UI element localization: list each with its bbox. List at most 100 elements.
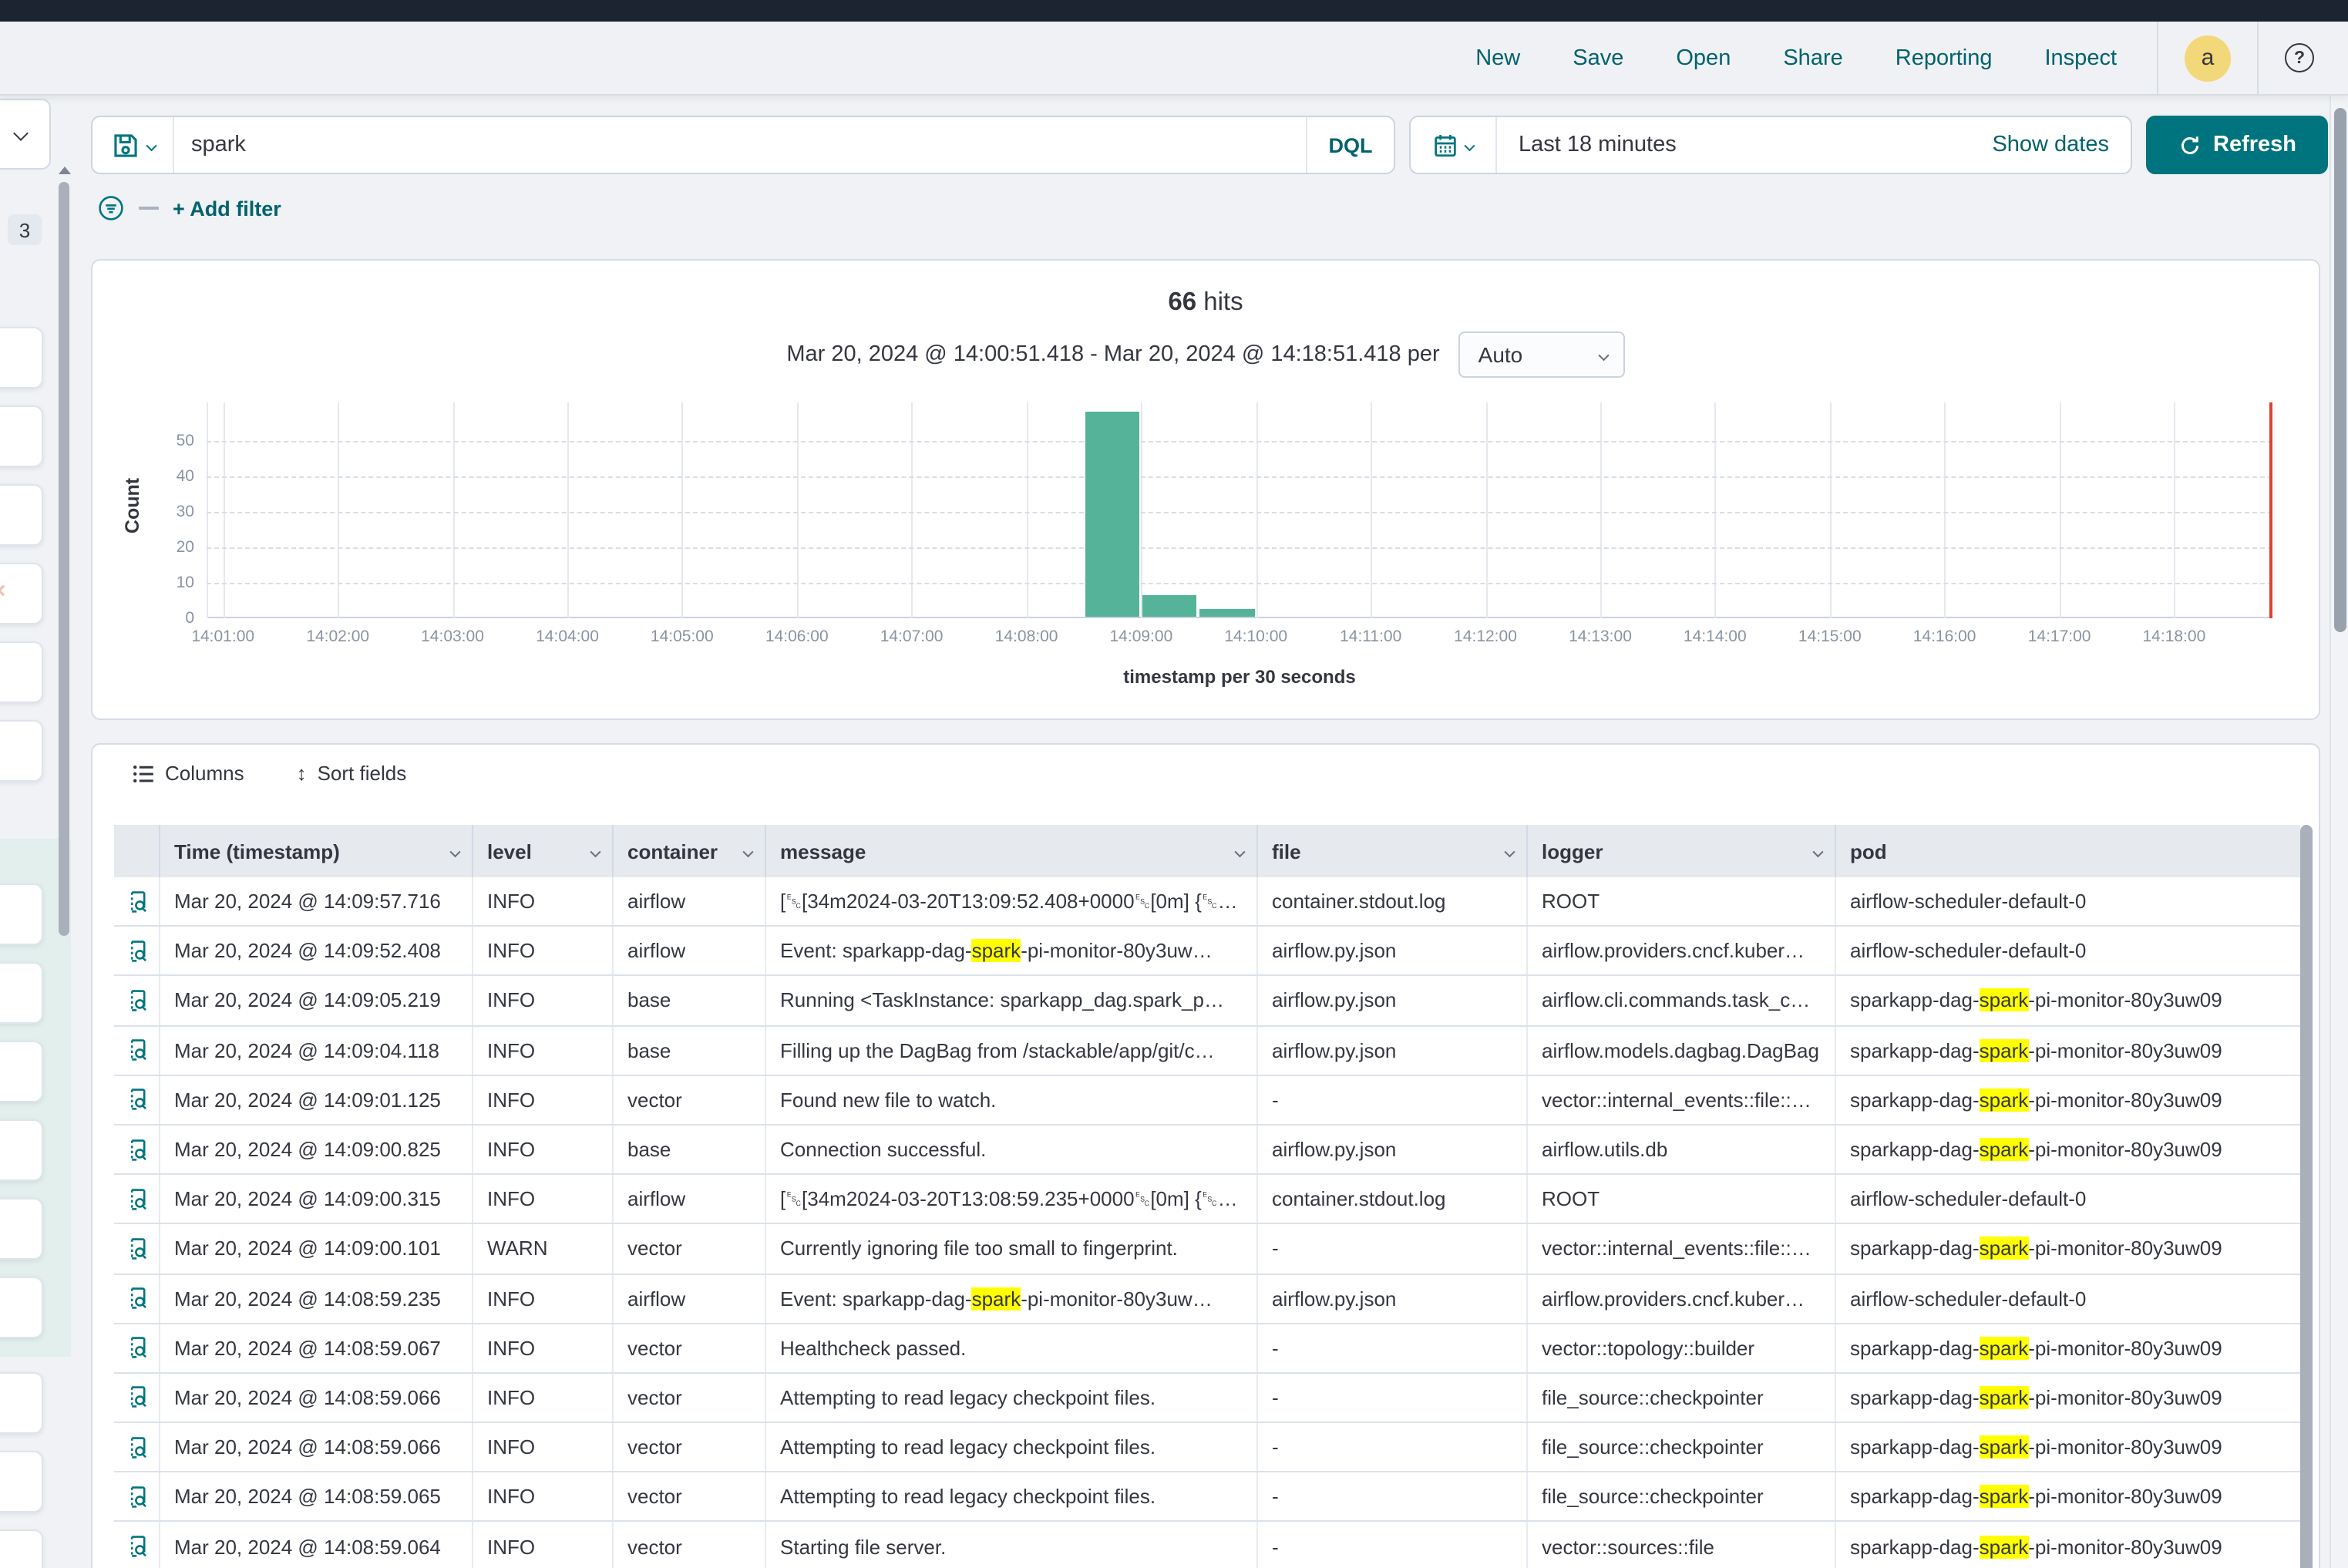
- sidebar-field-card[interactable]: [0, 1041, 43, 1102]
- nav-link-share[interactable]: Share: [1783, 45, 1842, 70]
- page-body: 3 × spark DQL: [0, 96, 2348, 1568]
- table-toolbar: Columns ↕ Sort fields: [133, 762, 406, 785]
- cell-level: INFO: [473, 977, 614, 1025]
- sidebar-field-card[interactable]: [0, 720, 43, 782]
- cell-message: Event: sparkapp-dag-spark-pi-monitor-80y…: [766, 1274, 1258, 1322]
- expand-document-button[interactable]: [114, 1126, 160, 1173]
- sidebar-field-card[interactable]: [0, 641, 43, 703]
- grid-line: [2174, 402, 2175, 618]
- sidebar-field-card[interactable]: [0, 327, 43, 389]
- cell-pod: sparkapp-dag-spark-pi-monitor-80y3uw09: [1836, 1126, 2300, 1173]
- date-quick-select-button[interactable]: [1411, 117, 1497, 173]
- sidebar-scrollbar[interactable]: [59, 182, 69, 936]
- help-icon[interactable]: ?: [2285, 43, 2314, 72]
- search-input[interactable]: spark: [174, 117, 1306, 173]
- expand-document-button[interactable]: [114, 1324, 160, 1371]
- histogram-bar[interactable]: [1085, 411, 1139, 617]
- sidebar-field-card[interactable]: [0, 1529, 43, 1568]
- inspect-document-icon: [124, 1336, 149, 1361]
- cell-message: Filling up the DagBag from /stackable/ap…: [766, 1026, 1258, 1074]
- grid-line: [1600, 402, 1602, 618]
- cell-file: airflow.py.json: [1258, 1126, 1528, 1173]
- sort-fields-button[interactable]: ↕ Sort fields: [297, 762, 407, 785]
- grid-line: [207, 583, 2272, 584]
- page-scrollbar-thumb[interactable]: [2334, 108, 2346, 632]
- sidebar-field-card[interactable]: [0, 883, 43, 945]
- nav-link-save[interactable]: Save: [1573, 45, 1623, 70]
- inspect-document-icon: [124, 1435, 149, 1459]
- grid-line: [567, 402, 569, 618]
- expand-document-button[interactable]: [114, 1225, 160, 1273]
- sidebar-field-card[interactable]: ×: [0, 563, 43, 624]
- cell-time: Mar 20, 2024 @ 14:08:59.235: [160, 1274, 473, 1322]
- nav-link-open[interactable]: Open: [1676, 45, 1731, 70]
- expand-document-button[interactable]: [114, 1374, 160, 1422]
- expand-document-button[interactable]: [114, 927, 160, 974]
- nav-link-new[interactable]: New: [1475, 45, 1520, 70]
- table-scrollbar[interactable]: [2300, 825, 2313, 1568]
- sidebar-field-card[interactable]: [0, 484, 43, 546]
- refresh-button[interactable]: Refresh: [2146, 116, 2328, 174]
- cell-level: INFO: [473, 877, 614, 925]
- table-header-pod[interactable]: pod: [1836, 825, 2300, 877]
- cell-message: [␛[34m2024-03-20T13:09:52.408+0000␛[0m] …: [766, 877, 1258, 925]
- table-header-time[interactable]: Time (timestamp): [160, 825, 473, 877]
- x-tick-label: 14:09:00: [1098, 628, 1184, 646]
- expand-document-button[interactable]: [114, 1076, 160, 1124]
- table-header-container[interactable]: container: [614, 825, 766, 877]
- columns-button[interactable]: Columns: [133, 762, 244, 785]
- sidebar-field-card[interactable]: [0, 1451, 43, 1512]
- expand-document-button[interactable]: [114, 1175, 160, 1223]
- table-header-level[interactable]: level: [473, 825, 614, 877]
- grid-line: [1945, 402, 1946, 618]
- nav-link-inspect[interactable]: Inspect: [2045, 45, 2118, 70]
- sidebar-scroll-up-icon[interactable]: [59, 167, 71, 174]
- y-tick-label: 20: [130, 538, 194, 557]
- sidebar-field-card[interactable]: [0, 1372, 43, 1434]
- time-range-label[interactable]: Last 18 minutes: [1497, 133, 1992, 157]
- page-scrollbar[interactable]: [2329, 96, 2348, 1568]
- cell-message: Running <TaskInstance: sparkapp_dag.spar…: [766, 977, 1258, 1025]
- nav-links: New Save Open Share Reporting Inspect: [1475, 45, 2117, 70]
- interval-select[interactable]: Auto: [1458, 331, 1625, 378]
- expand-document-button[interactable]: [114, 1026, 160, 1074]
- nav-link-reporting[interactable]: Reporting: [1896, 45, 1993, 70]
- saved-query-button[interactable]: [93, 117, 174, 173]
- cell-container: vector: [614, 1423, 766, 1471]
- show-dates-button[interactable]: Show dates: [1992, 133, 2131, 157]
- table-header-message[interactable]: message: [766, 825, 1258, 877]
- expand-document-button[interactable]: [114, 1473, 160, 1521]
- sidebar-field-card[interactable]: [0, 962, 43, 1024]
- expand-document-button[interactable]: [114, 1523, 160, 1568]
- avatar[interactable]: a: [2185, 35, 2231, 81]
- expand-document-button[interactable]: [114, 1423, 160, 1471]
- sidebar-field-card[interactable]: [0, 405, 43, 467]
- x-tick-label: 14:16:00: [1902, 628, 1988, 646]
- cell-pod: sparkapp-dag-spark-pi-monitor-80y3uw09: [1836, 1523, 2300, 1568]
- sidebar-field-card[interactable]: [0, 1119, 43, 1181]
- cell-file: -: [1258, 1324, 1528, 1371]
- cell-file: -: [1258, 1523, 1528, 1568]
- sidebar-field-card[interactable]: [0, 1198, 43, 1260]
- cell-level: INFO: [473, 1473, 614, 1521]
- expand-document-button[interactable]: [114, 977, 160, 1025]
- sidebar-field-card[interactable]: [0, 1277, 43, 1338]
- histogram-bar[interactable]: [1142, 595, 1196, 617]
- table-row: Mar 20, 2024 @ 14:09:01.125INFOvectorFou…: [114, 1076, 2300, 1126]
- cell-level: INFO: [473, 1175, 614, 1223]
- query-language-button[interactable]: DQL: [1306, 117, 1394, 173]
- cell-time: Mar 20, 2024 @ 14:09:57.716: [160, 877, 473, 925]
- table-header-file[interactable]: file: [1258, 825, 1528, 877]
- histogram-bar[interactable]: [1199, 610, 1254, 617]
- expand-document-button[interactable]: [114, 1274, 160, 1322]
- expand-document-button[interactable]: [114, 877, 160, 925]
- table-header-logger[interactable]: logger: [1528, 825, 1836, 877]
- grid-line: [1141, 402, 1142, 618]
- add-filter-button[interactable]: + Add filter: [173, 197, 281, 220]
- filter-icon: [97, 194, 125, 222]
- cell-file: -: [1258, 1076, 1528, 1124]
- date-picker: Last 18 minutes Show dates: [1409, 116, 2132, 174]
- x-tick-label: 14:06:00: [754, 628, 840, 646]
- remove-field-icon[interactable]: ×: [0, 578, 6, 604]
- sidebar-collapse-button[interactable]: [0, 99, 51, 170]
